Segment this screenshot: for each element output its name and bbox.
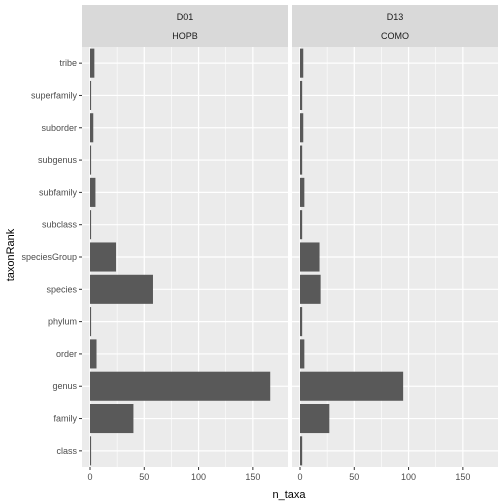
bar-family: [300, 404, 330, 434]
facet-panel-como: D13 COMO 0 50 100 150: [292, 5, 498, 482]
y-tick-label: class: [56, 446, 77, 456]
bar-speciesGroup: [300, 242, 320, 272]
bar-superfamily: [300, 80, 303, 110]
y-tick-label: suborder: [41, 123, 77, 133]
y-tick-label: genus: [52, 381, 77, 391]
bar-species: [90, 274, 153, 304]
strip-label-bottom: COMO: [381, 31, 409, 41]
facet-strip: [82, 5, 288, 47]
x-tick-label: 100: [191, 472, 206, 482]
bar-superfamily: [90, 80, 92, 110]
panels-layer: D01 HOPB 0 50 100 150 D13 COMO 0 50 100 150: [82, 5, 498, 482]
bar-subfamily: [90, 177, 96, 207]
y-tick-label: subclass: [42, 220, 78, 230]
bar-subclass: [90, 210, 92, 240]
strip-label-bottom: HOPB: [172, 31, 198, 41]
strip-label-top: D01: [177, 12, 194, 22]
bar-class: [300, 436, 303, 466]
x-tick-label: 150: [455, 472, 470, 482]
x-tick-label: 0: [87, 472, 92, 482]
y-tick-label: family: [53, 414, 77, 424]
y-tick-label: superfamily: [31, 90, 78, 100]
bar-genus: [90, 371, 271, 401]
bar-subgenus: [90, 145, 92, 175]
y-tick-label: subfamily: [39, 187, 78, 197]
x-tick-label: 50: [349, 472, 359, 482]
bar-tribe: [300, 48, 304, 78]
bar-subfamily: [300, 177, 305, 207]
x-tick-label: 0: [297, 472, 302, 482]
bar-order: [300, 339, 305, 369]
facet-strip: [292, 5, 498, 47]
x-tick-label: 100: [401, 472, 416, 482]
bar-phylum: [300, 307, 303, 337]
y-tick-label: tribe: [59, 58, 77, 68]
y-tick-label: phylum: [48, 317, 77, 327]
facet-panel-hopb: D01 HOPB 0 50 100 150: [82, 5, 288, 482]
bar-genus: [300, 371, 404, 401]
x-tick-label: 50: [139, 472, 149, 482]
bar-suborder: [300, 113, 304, 143]
bar-species: [300, 274, 321, 304]
y-tick-label: species: [46, 284, 77, 294]
bar-class: [90, 436, 92, 466]
y-axis-title: taxonRank: [5, 228, 17, 281]
bar-phylum: [90, 307, 92, 337]
bar-order: [90, 339, 97, 369]
y-axis: class family genus order phylum species specie…: [21, 58, 82, 456]
bar-speciesGroup: [90, 242, 117, 272]
x-tick-label: 150: [245, 472, 260, 482]
y-tick-label: order: [56, 349, 77, 359]
bar-suborder: [90, 113, 94, 143]
strip-label-top: D13: [387, 12, 404, 22]
bar-subclass: [300, 210, 303, 240]
bar-family: [90, 404, 134, 434]
x-axis-title: n_taxa: [272, 489, 306, 501]
bar-tribe: [90, 48, 95, 78]
bar-subgenus: [300, 145, 303, 175]
y-tick-label: speciesGroup: [21, 252, 77, 262]
y-tick-label: subgenus: [38, 155, 78, 165]
